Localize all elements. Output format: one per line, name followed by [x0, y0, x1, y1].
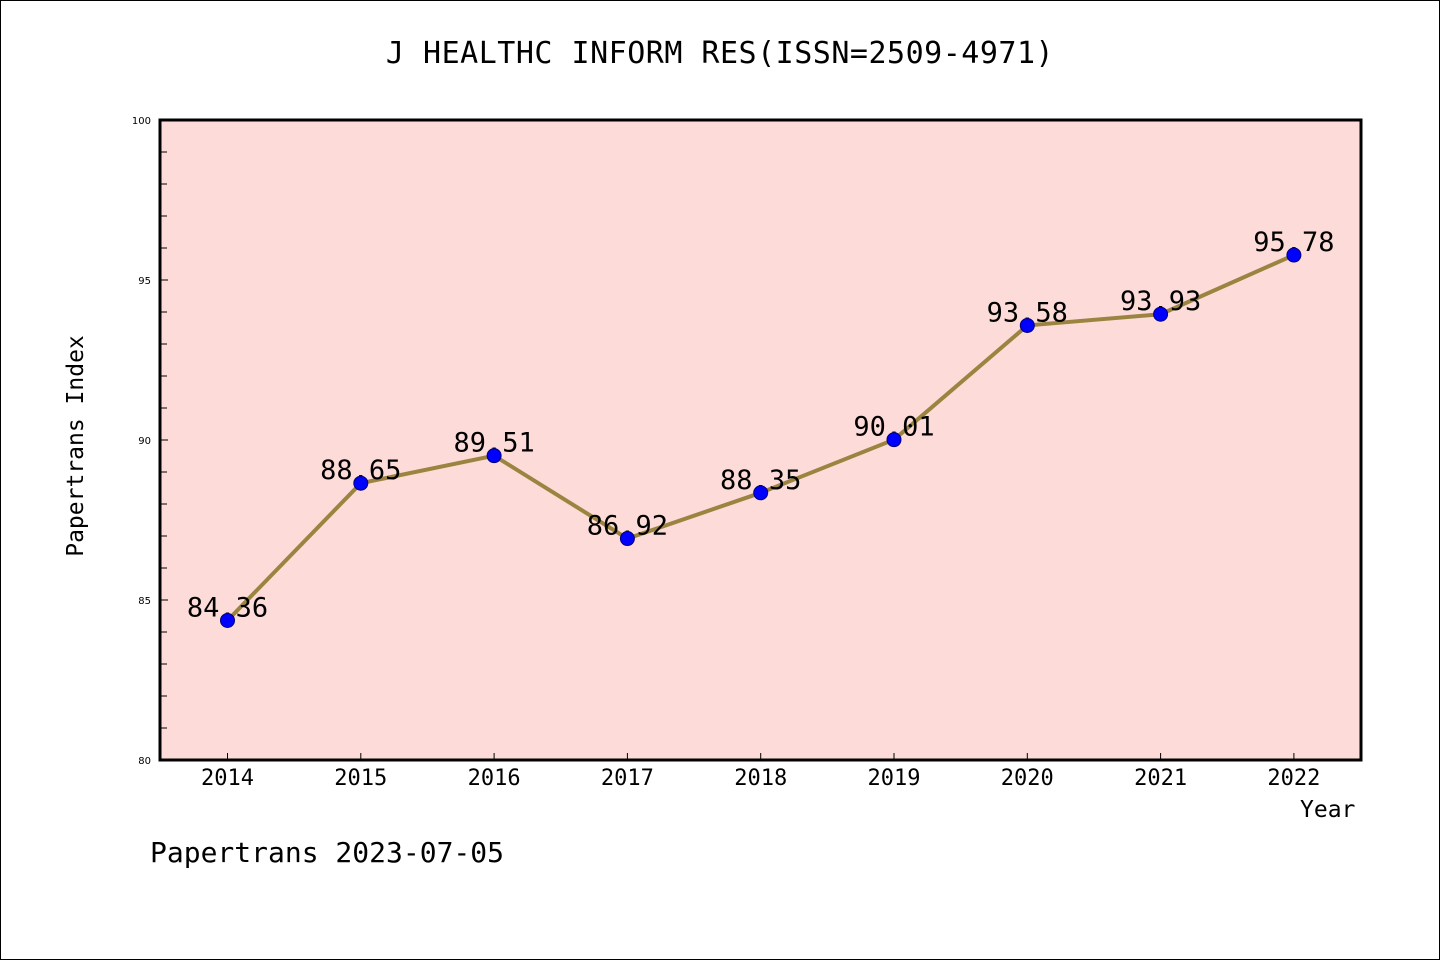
y-tick-label: 80 [138, 756, 151, 767]
data-point [1019, 317, 1035, 333]
footer-credit: Papertrans 2023-07-05 [150, 836, 505, 869]
data-point [220, 612, 235, 628]
data-point [353, 475, 369, 491]
x-tick-label: 2015 [334, 766, 387, 791]
x-axis-label: Year [1300, 797, 1356, 823]
x-tick-label: 2017 [601, 766, 654, 791]
y-axis-label: Papertrans Index [63, 335, 89, 557]
data-point [753, 485, 769, 501]
plot-border [158, 118, 1363, 762]
y-tick-label: 95 [138, 276, 151, 287]
x-tick-label: 2019 [868, 766, 921, 791]
y-tick-label: 90 [138, 436, 151, 447]
y-tick-label: 85 [138, 596, 151, 607]
x-tick-label: 2014 [201, 766, 254, 791]
data-point [1153, 306, 1169, 322]
data-point [886, 432, 902, 448]
chart-title: J HEALTHC INFORM RES(ISSN=2509-4971) [385, 36, 1055, 71]
x-tick-label: 2018 [734, 766, 787, 791]
data-point [1286, 247, 1302, 263]
plot-area [160, 120, 1361, 760]
y-tick-label: 100 [132, 116, 151, 127]
data-point [486, 448, 502, 464]
x-tick-label: 2020 [1001, 766, 1054, 791]
x-tick-label: 2021 [1134, 766, 1187, 791]
x-tick-label: 2016 [468, 766, 521, 791]
data-point [619, 531, 635, 547]
x-tick-label: 2022 [1267, 766, 1320, 791]
